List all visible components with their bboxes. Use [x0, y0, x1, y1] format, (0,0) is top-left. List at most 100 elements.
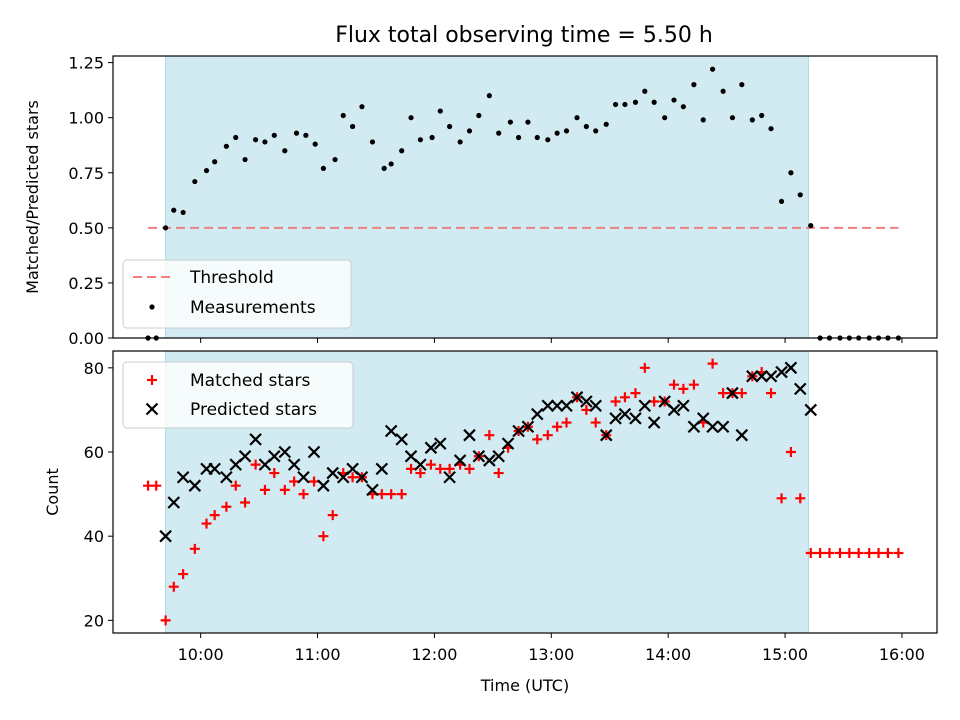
count-x-ticks: 10:00 11:00 12:00 13:00 14:00 15:00 16:00 [178, 633, 925, 664]
ratio-y-axis-label: Matched/Predicted stars [23, 100, 42, 294]
measurement-point [749, 117, 755, 123]
matched-star-point [795, 493, 806, 504]
ratio-legend-box [122, 259, 352, 329]
measurement-point [808, 223, 814, 229]
predicted-star-point [424, 441, 438, 455]
measurement-point [788, 170, 794, 176]
legend-threshold-label: Threshold [189, 268, 274, 288]
ratio-ytick-label: 0.50 [68, 219, 104, 238]
predicted-star-point [706, 420, 719, 434]
measurement-point [496, 130, 502, 136]
measurement-point [622, 101, 628, 108]
predicted-star-point [220, 470, 233, 484]
measurement-point [233, 134, 239, 141]
measurement-point [429, 134, 435, 141]
measurement-point [252, 137, 259, 143]
legend-matched-label: Matched stars [190, 371, 310, 391]
figure-title: Flux total observing time = 5.50 h [335, 23, 713, 48]
predicted-star-point [764, 369, 778, 383]
legend-predicted-label: Predicted stars [190, 400, 317, 420]
predicted-star-point [560, 399, 573, 412]
measurement-point [192, 178, 198, 185]
predicted-star-point [208, 462, 221, 476]
measurement-point [507, 119, 513, 125]
matched-star-point [318, 531, 329, 542]
measurement-point [583, 123, 589, 130]
measurement-point [447, 123, 453, 130]
ratio-ytick-label: 0.00 [68, 329, 104, 348]
measurement-point [797, 192, 803, 198]
predicted-star-point [755, 369, 768, 383]
predicted-star-point [647, 416, 661, 429]
measurement-point [720, 88, 726, 94]
measurement-point [350, 123, 356, 130]
measurement-point [417, 137, 423, 143]
measurement-point [680, 104, 686, 110]
predicted-star-point [355, 470, 369, 484]
matched-star-point [493, 468, 504, 479]
matched-star-point [168, 581, 179, 592]
count-ytick-label: 40 [84, 527, 104, 546]
matched-star-point [581, 404, 592, 415]
matched-star-point [396, 489, 407, 500]
predicted-star-point [366, 483, 379, 497]
measurement-point [642, 88, 648, 94]
count-xtick-label: 15:00 [762, 645, 808, 664]
measurement-point [545, 137, 551, 143]
predicted-star-point [804, 403, 818, 417]
matched-star-point [824, 548, 835, 559]
matched-star-point [844, 548, 855, 559]
predicted-star-point [735, 428, 749, 442]
predicted-star-point [746, 369, 759, 383]
matched-star-point [425, 459, 436, 470]
predicted-star-point [463, 428, 476, 442]
legend-measurements-label: Measurements [190, 298, 316, 318]
predicted-star-point [492, 449, 505, 463]
measurement-point [632, 99, 639, 105]
measurement-point [320, 165, 326, 171]
measurement-point [515, 134, 522, 141]
predicted-star-point [375, 462, 389, 476]
predicted-star-point [667, 403, 681, 417]
matched-star-point [279, 484, 290, 495]
measurement-point [399, 148, 405, 154]
matched-star-point [805, 548, 816, 559]
count-ytick-label: 80 [84, 359, 104, 378]
matched-star-point [678, 383, 689, 394]
measurement-point [332, 156, 338, 163]
matched-star-point [785, 447, 796, 458]
predicted-star-point [384, 424, 398, 438]
matched-star-point [834, 548, 845, 559]
matched-star-point [230, 480, 241, 491]
predicted-star-point [512, 424, 525, 438]
measurement-point [242, 156, 248, 163]
matched-star-point [259, 484, 270, 495]
predicted-star-point [501, 437, 515, 450]
measurement-point [700, 117, 706, 123]
count-frame [112, 350, 938, 634]
count-y-axis-label: Count [43, 468, 62, 516]
predicted-star-point [629, 412, 642, 425]
measurement-point [457, 139, 463, 145]
measurement-point [525, 119, 531, 125]
matched-star-point [718, 388, 729, 399]
measurement-point [293, 130, 300, 136]
count-xtick-label: 10:00 [178, 645, 224, 664]
matched-star-point [298, 489, 309, 500]
measurement-point [466, 128, 473, 134]
ratio-ytick-label: 0.75 [68, 164, 104, 183]
measurement-point [534, 134, 540, 141]
ratio-y-ticks: 0.00 0.25 0.50 0.75 1.00 1.25 [68, 54, 113, 348]
predicted-star-point [784, 361, 798, 375]
measurement-point [437, 108, 443, 114]
measurement-point [282, 148, 288, 154]
predicted-star-point [287, 458, 301, 471]
count-ytick-label: 60 [84, 443, 104, 462]
measurement-point [203, 167, 210, 174]
matched-star-point [669, 379, 680, 390]
predicted-star-point [159, 529, 172, 543]
ratio-frame [112, 55, 938, 339]
matched-star-point [893, 548, 904, 559]
